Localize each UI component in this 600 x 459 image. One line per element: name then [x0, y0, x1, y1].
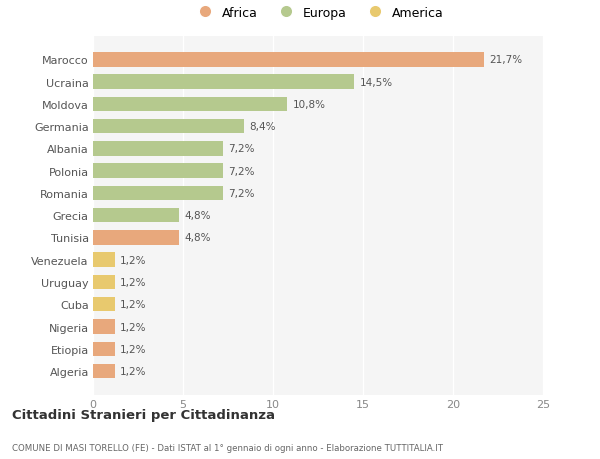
Legend: Africa, Europa, America: Africa, Europa, America [188, 3, 448, 23]
Bar [93, 186, 223, 201]
Bar [93, 142, 223, 157]
Bar [93, 342, 115, 356]
Bar [93, 75, 354, 90]
Bar [93, 275, 115, 290]
Text: COMUNE DI MASI TORELLO (FE) - Dati ISTAT al 1° gennaio di ogni anno - Elaborazio: COMUNE DI MASI TORELLO (FE) - Dati ISTAT… [12, 443, 443, 452]
Bar [93, 253, 115, 268]
Text: 7,2%: 7,2% [228, 166, 254, 176]
Bar [93, 297, 115, 312]
Text: 1,2%: 1,2% [120, 322, 146, 332]
Text: 4,8%: 4,8% [185, 211, 211, 221]
Bar [93, 120, 244, 134]
Text: Cittadini Stranieri per Cittadinanza: Cittadini Stranieri per Cittadinanza [12, 408, 275, 421]
Text: 1,2%: 1,2% [120, 277, 146, 287]
Bar [93, 319, 115, 334]
Text: 4,8%: 4,8% [185, 233, 211, 243]
Bar [93, 364, 115, 379]
Text: 7,2%: 7,2% [228, 144, 254, 154]
Text: 10,8%: 10,8% [293, 100, 326, 110]
Bar [93, 53, 484, 67]
Text: 21,7%: 21,7% [489, 55, 522, 65]
Text: 14,5%: 14,5% [359, 78, 392, 87]
Text: 7,2%: 7,2% [228, 189, 254, 198]
Text: 8,4%: 8,4% [250, 122, 276, 132]
Text: 1,2%: 1,2% [120, 344, 146, 354]
Bar [93, 97, 287, 112]
Text: 1,2%: 1,2% [120, 300, 146, 309]
Bar [93, 231, 179, 245]
Text: 1,2%: 1,2% [120, 255, 146, 265]
Bar [93, 164, 223, 179]
Bar [93, 208, 179, 223]
Text: 1,2%: 1,2% [120, 366, 146, 376]
